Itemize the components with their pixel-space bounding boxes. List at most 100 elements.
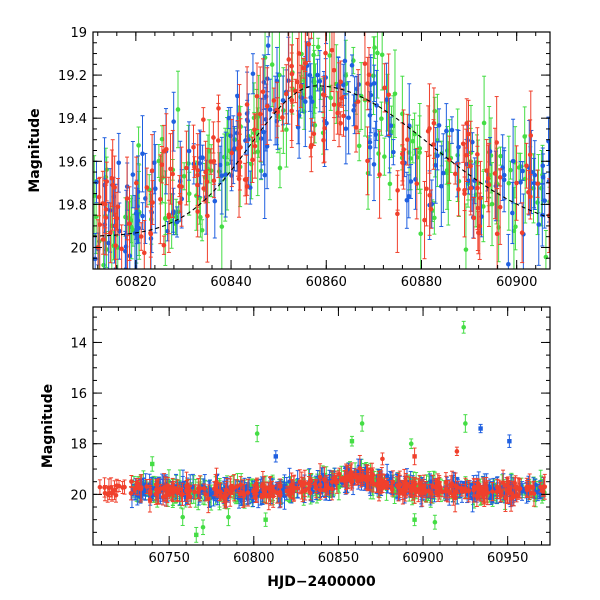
point-marker <box>506 261 511 267</box>
point-marker <box>158 196 163 202</box>
point-marker <box>151 160 157 166</box>
data-point <box>244 66 250 143</box>
point-marker <box>371 162 377 167</box>
data-point <box>146 174 152 206</box>
data-point <box>343 93 349 165</box>
point-marker <box>100 237 106 242</box>
data-point <box>377 130 382 219</box>
point-marker <box>418 231 424 237</box>
point-marker <box>307 72 313 78</box>
point-marker <box>463 153 469 158</box>
data-point <box>449 116 455 144</box>
point-marker <box>264 103 270 109</box>
point-marker <box>289 71 295 77</box>
point-marker <box>324 20 329 25</box>
point-marker <box>303 99 308 104</box>
data-point <box>205 169 210 263</box>
data-point <box>358 62 364 130</box>
point-marker <box>432 108 438 114</box>
data-point <box>303 32 308 99</box>
data-point <box>321 117 326 164</box>
point-marker <box>303 27 308 32</box>
data-point <box>212 163 218 239</box>
data-point <box>510 118 516 204</box>
point-marker <box>494 231 500 237</box>
point-marker <box>186 191 192 196</box>
point-marker <box>331 102 337 108</box>
point-marker <box>527 152 533 158</box>
point-marker <box>478 195 483 201</box>
point-marker <box>191 145 196 150</box>
point-marker <box>135 189 141 195</box>
data-point <box>341 95 346 137</box>
point-marker <box>166 212 172 218</box>
point-marker <box>320 92 326 97</box>
point-marker <box>127 221 132 226</box>
data-point <box>108 202 113 264</box>
point-marker <box>456 187 461 192</box>
point-marker <box>271 98 277 103</box>
data-point <box>528 90 534 181</box>
point-marker <box>470 139 475 145</box>
point-marker <box>303 60 308 66</box>
point-marker <box>300 65 306 71</box>
point-marker <box>265 43 271 48</box>
data-point <box>283 64 289 124</box>
point-marker <box>211 135 216 140</box>
point-marker <box>252 143 258 149</box>
data-point <box>424 151 429 227</box>
point-marker <box>199 227 205 233</box>
point-marker <box>168 166 173 172</box>
point-marker <box>195 182 200 188</box>
data-point <box>153 144 158 234</box>
point-marker <box>343 73 349 78</box>
point-marker <box>408 179 414 184</box>
point-marker <box>497 204 503 210</box>
data-point <box>229 118 235 188</box>
point-marker <box>153 186 158 192</box>
point-marker <box>170 171 175 177</box>
point-marker <box>159 136 165 142</box>
y-tick-label: 19.6 <box>58 155 87 170</box>
point-marker <box>184 165 189 171</box>
data-point <box>371 64 377 103</box>
data-point <box>186 121 192 181</box>
model-curve-line <box>93 85 550 237</box>
data-point <box>375 32 380 99</box>
data-point <box>298 64 304 108</box>
point-marker <box>379 52 385 58</box>
data-point <box>168 133 173 205</box>
data-point <box>223 131 228 218</box>
y-tick-label: 20 <box>70 241 87 256</box>
point-marker <box>351 108 356 113</box>
data-point <box>439 145 444 228</box>
point-marker <box>138 234 144 239</box>
data-point <box>356 74 361 95</box>
data-point <box>163 202 168 236</box>
point-marker <box>236 176 242 182</box>
point-marker <box>277 165 283 171</box>
data-point <box>295 110 301 145</box>
point-marker <box>535 181 540 186</box>
data-point <box>478 160 483 236</box>
data-point <box>475 127 480 182</box>
data-point <box>264 67 270 146</box>
data-point <box>110 139 115 231</box>
point-marker <box>309 99 315 104</box>
y-tick-label: 19.4 <box>58 112 87 127</box>
point-marker <box>198 214 203 220</box>
point-marker <box>498 153 503 159</box>
point-marker <box>510 158 516 164</box>
point-marker <box>171 119 176 124</box>
point-marker <box>254 93 260 99</box>
data-point <box>427 154 432 236</box>
point-marker <box>343 126 349 132</box>
point-marker <box>365 158 370 164</box>
data-point <box>124 156 130 241</box>
point-marker <box>244 177 249 182</box>
point-marker <box>449 127 455 133</box>
point-marker <box>262 172 268 178</box>
point-marker <box>384 97 389 103</box>
data-point <box>346 81 351 155</box>
point-marker <box>315 44 321 50</box>
